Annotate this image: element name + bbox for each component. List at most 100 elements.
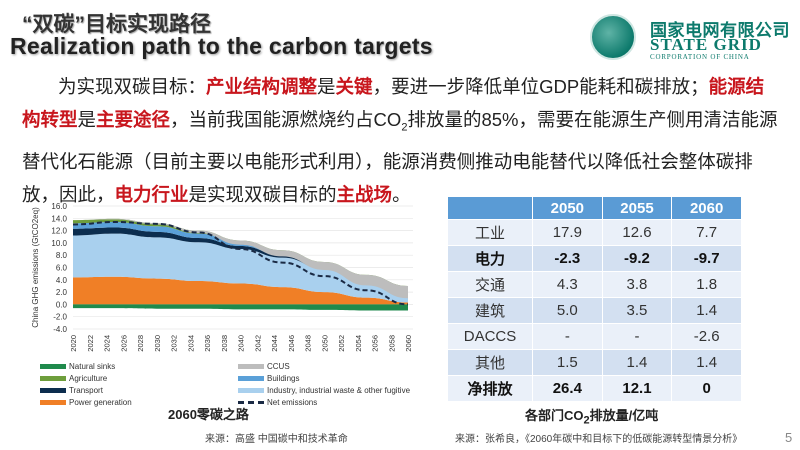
x-tick-label: 2040 [237,335,246,352]
highlight: 主要途径 [96,109,171,130]
legend-item: Power generation [40,398,132,407]
value-cell: - [532,323,603,350]
x-tick-label: 2042 [253,335,262,352]
value-cell: 12.1 [601,375,673,402]
y-tick-label: -4.0 [53,325,67,334]
legend-label: Industry, industrial waste & other fugit… [267,386,411,395]
table-row: 交通 4.3 3.8 1.8 [447,271,742,298]
legend-swatch [40,388,66,393]
table-row: 工业 17.9 12.6 7.7 [447,219,742,246]
table-row: 建筑 5.0 3.5 1.4 [447,297,742,324]
x-tick-label: 2044 [270,335,279,352]
legend-swatch [238,364,264,369]
legend-label: CCUS [267,362,290,371]
y-axis-label: China GHG emissions (GtCO2eq) [31,207,40,328]
value-cell: 3.5 [601,297,673,324]
text: 排放量/亿吨 [589,408,659,423]
value-cell: 5.0 [532,297,603,324]
value-cell: 1.4 [671,297,742,324]
legend-swatch [40,364,66,369]
logo-en-sub: CORPORATION OF CHINA [650,53,750,61]
text: 是 [317,76,336,97]
value-cell: -9.7 [671,245,742,272]
legend-label: Buildings [267,374,300,383]
x-tick-label: 2038 [220,335,229,352]
legend-swatch [238,401,264,404]
y-tick-label: 2.0 [56,288,68,297]
title-cn: “双碳”目标实现路径 [22,13,211,36]
x-tick-label: 2020 [69,335,78,352]
sector-cell: 交通 [447,271,533,298]
subscript: 2 [583,414,590,427]
legend-label: Transport [69,386,103,395]
sector-emissions-table: 2050 2055 2060 工业 17.9 12.6 7.7 电力 -2.3 -9.2 -9.7 交… [447,196,742,402]
x-tick-label: 2024 [103,335,112,352]
intro-paragraph: 为实现双碳目标：产业结构调整是关键，要进一步降低单位GDP能耗和碳排放；能源结构… [22,70,782,211]
legend-label: Net emissions [267,398,318,407]
value-cell: 7.7 [671,219,742,246]
table-source: 来源：张希良，《2060年碳中和目标下的低碳能源转型情景分析》 [455,434,743,445]
sector-cell: 电力 [447,245,533,272]
sector-cell: 其他 [447,349,533,376]
value-cell: 0 [671,375,742,402]
y-tick-label: -2.0 [53,313,67,322]
legend-swatch [238,388,264,393]
x-tick-label: 2032 [170,335,179,352]
x-tick-label: 2030 [153,335,162,352]
legend-item: Industry, industrial waste & other fugit… [238,386,410,395]
column-header: 2060 [671,196,742,220]
legend-swatch [238,376,264,381]
text: ，当前我国能源燃烧约占CO [170,109,402,130]
y-tick-label: 12.0 [51,227,67,236]
logo-cn: 国家电网有限公司 [650,21,790,40]
text: 各部门CO [525,408,584,423]
chart-source: 来源：高盛 中国碳中和技术革命 [205,434,348,445]
legend-swatch [40,400,66,405]
page-number: 5 [785,430,793,445]
legend-item: Transport [40,386,103,395]
value-cell: - [601,323,673,350]
table-row: 电力 -2.3 -9.2 -9.7 [447,245,742,272]
y-tick-label: 10.0 [51,239,67,248]
x-tick-label: 2036 [203,335,212,352]
sector-cell: 建筑 [447,297,533,324]
value-cell: -2.3 [532,245,603,272]
x-tick-label: 2028 [136,335,145,352]
sector-cell: 工业 [447,219,533,246]
text: 。 [392,183,411,205]
area-natural [73,304,408,311]
x-tick-label: 2026 [119,335,128,352]
table-row: 净排放 26.4 12.1 0 [447,375,742,402]
value-cell: 3.8 [601,271,673,298]
emissions-area-chart: 16.014.012.010.08.06.04.02.00.0-2.0-4.02… [31,202,413,352]
text: ，要进一步降低单位GDP能耗和碳排放； [372,76,709,97]
logo-en: STATE GRID [650,35,762,54]
value-cell: 1.4 [601,349,673,376]
y-tick-label: 14.0 [51,214,67,223]
value-cell: 1.8 [671,271,742,298]
legend-label: Power generation [69,398,132,407]
legend-item: Buildings [238,374,299,383]
y-tick-label: 16.0 [51,202,67,211]
area-industry [73,233,408,303]
table-header-row: 2050 2055 2060 [447,196,742,220]
highlight: 电力行业 [114,183,189,205]
state-grid-logo: 国家电网有限公司 STATE GRID CORPORATION OF CHINA [590,14,795,64]
y-tick-label: 8.0 [56,251,68,260]
x-tick-label: 2054 [354,335,363,352]
value-cell: 1.4 [671,349,742,376]
x-tick-label: 2060 [404,335,413,352]
highlight: 能源结构转型 [22,76,765,130]
subscript: 2 [401,121,408,134]
highlight: 产业结构调整 [206,76,318,97]
text: 为实现双碳目标： [58,76,207,97]
legend-label: Agriculture [69,374,108,383]
value-cell: 1.5 [532,349,603,376]
y-tick-label: 4.0 [56,276,68,285]
legend-item: Agriculture [40,374,107,383]
column-header: 2050 [532,196,603,220]
value-cell: 17.9 [532,219,603,246]
legend-item: Net emissions [238,398,317,407]
value-cell: 26.4 [532,375,603,402]
y-tick-label: 6.0 [56,264,68,273]
